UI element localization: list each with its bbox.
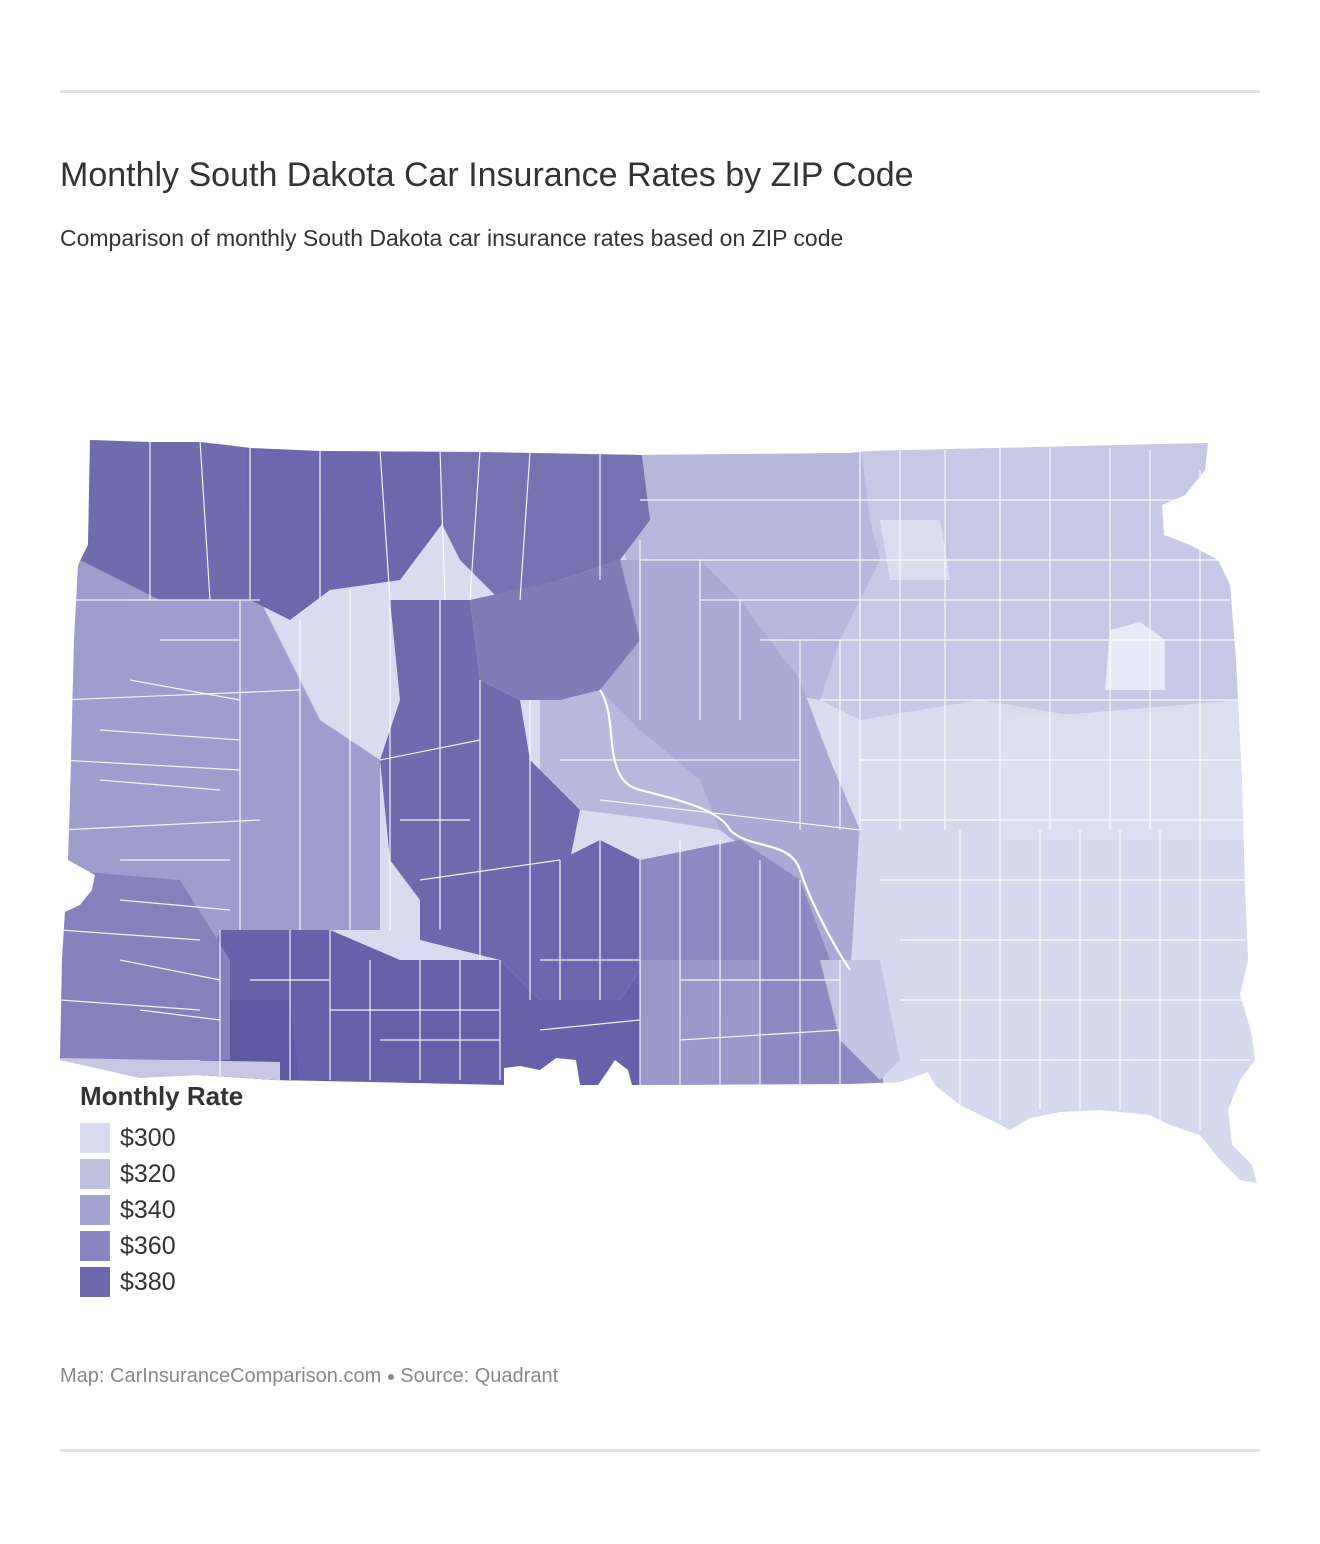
legend-label: $380 — [120, 1267, 176, 1296]
region-south-central-light — [640, 960, 760, 1090]
legend-label: $340 — [120, 1195, 176, 1224]
legend-label: $320 — [120, 1159, 176, 1188]
region-north-dark-2 — [440, 440, 650, 600]
source-credit: Source: Quadrant — [400, 1365, 559, 1387]
region-north-dark-1 — [245, 440, 445, 620]
legend-swatch — [80, 1123, 110, 1153]
legend-item: $320 — [80, 1156, 243, 1192]
missouri-river-line — [599, 689, 851, 971]
legend-title: Monthly Rate — [80, 1081, 244, 1111]
separator-dot — [388, 1373, 395, 1380]
legend-swatch — [80, 1159, 110, 1189]
legend-swatch — [80, 1267, 110, 1297]
region-center-medium — [470, 560, 640, 700]
legend-item: $340 — [80, 1192, 243, 1228]
legend-swatch — [80, 1195, 110, 1225]
region-east-central — [1000, 700, 1245, 840]
region-northeast-light — [880, 520, 950, 580]
credits-line: Map: CarInsuranceComparison.com Source: Q… — [60, 1362, 558, 1390]
legend-item: $360 — [80, 1228, 243, 1264]
legend-item: $300 — [80, 1120, 243, 1156]
zip-boundaries — [60, 440, 1250, 1130]
map-credit: Map: CarInsuranceComparison.com — [60, 1365, 382, 1387]
legend-swatch — [80, 1231, 110, 1261]
legend: Monthly Rate $300 $320 $340 $360 $380 — [80, 1078, 243, 1300]
legend-label: $300 — [120, 1123, 176, 1152]
page-subtitle: Comparison of monthly South Dakota car i… — [60, 225, 844, 251]
top-divider — [60, 90, 1260, 93]
region-southeast — [850, 820, 1250, 1183]
bottom-divider — [60, 1449, 1260, 1452]
legend-item: $380 — [80, 1264, 243, 1300]
legend-label: $360 — [120, 1231, 176, 1260]
page-title: Monthly South Dakota Car Insurance Rates… — [60, 156, 914, 194]
